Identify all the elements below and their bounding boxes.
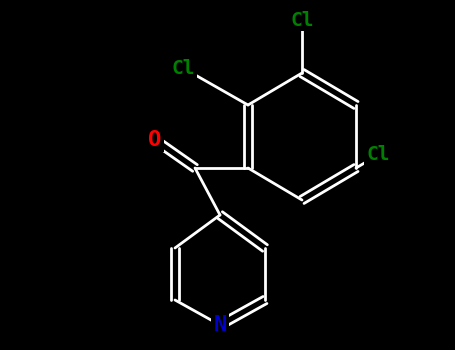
Text: O: O: [148, 130, 162, 150]
Text: Cl: Cl: [290, 10, 314, 29]
Text: Cl: Cl: [366, 146, 390, 164]
Text: Cl: Cl: [171, 58, 195, 77]
Text: N: N: [213, 315, 227, 335]
